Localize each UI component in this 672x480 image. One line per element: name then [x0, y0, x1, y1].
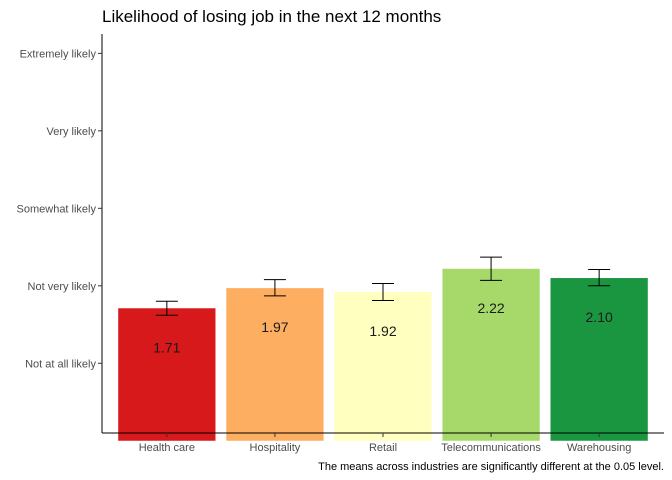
error-bar — [263, 279, 286, 297]
bar — [226, 288, 324, 441]
plot-area: 1.71 1.97 1.92 2.22 2.10 — [118, 256, 648, 441]
data-label: 1.97 — [261, 319, 288, 335]
data-label: 1.71 — [153, 339, 180, 355]
bar — [118, 308, 216, 441]
y-tick-label: Somewhat likely — [17, 203, 97, 215]
error-bar — [588, 269, 611, 287]
data-label: 2.10 — [586, 309, 613, 325]
x-axis: Health care Hospitality Retail Telecommunic… — [139, 433, 631, 454]
data-label: 2.22 — [477, 300, 504, 316]
bar — [550, 278, 648, 441]
x-tick-label: Warehousing — [567, 442, 631, 454]
y-tick-label: Not very likely — [28, 281, 97, 293]
x-tick-label: Retail — [369, 442, 397, 454]
data-label: 1.92 — [369, 323, 396, 339]
error-bar — [480, 256, 503, 281]
x-tick-label: Hospitality — [250, 442, 301, 454]
chart-title: Likelihood of losing job in the next 12 … — [102, 7, 441, 26]
error-bar — [155, 300, 178, 316]
x-tick-label: Telecommunications — [441, 442, 541, 454]
x-tick-label: Health care — [139, 442, 195, 454]
y-tick-label: Extremely likely — [20, 48, 97, 60]
error-bar — [372, 282, 394, 302]
y-axis: Not at all likely Not very likely Somewhat… — [17, 48, 102, 370]
bar — [334, 291, 432, 441]
y-tick-label: Not at all likely — [25, 358, 96, 370]
chart-caption: The means across industries are signific… — [318, 461, 664, 473]
bar — [442, 268, 540, 441]
y-tick-label: Very likely — [46, 126, 96, 138]
